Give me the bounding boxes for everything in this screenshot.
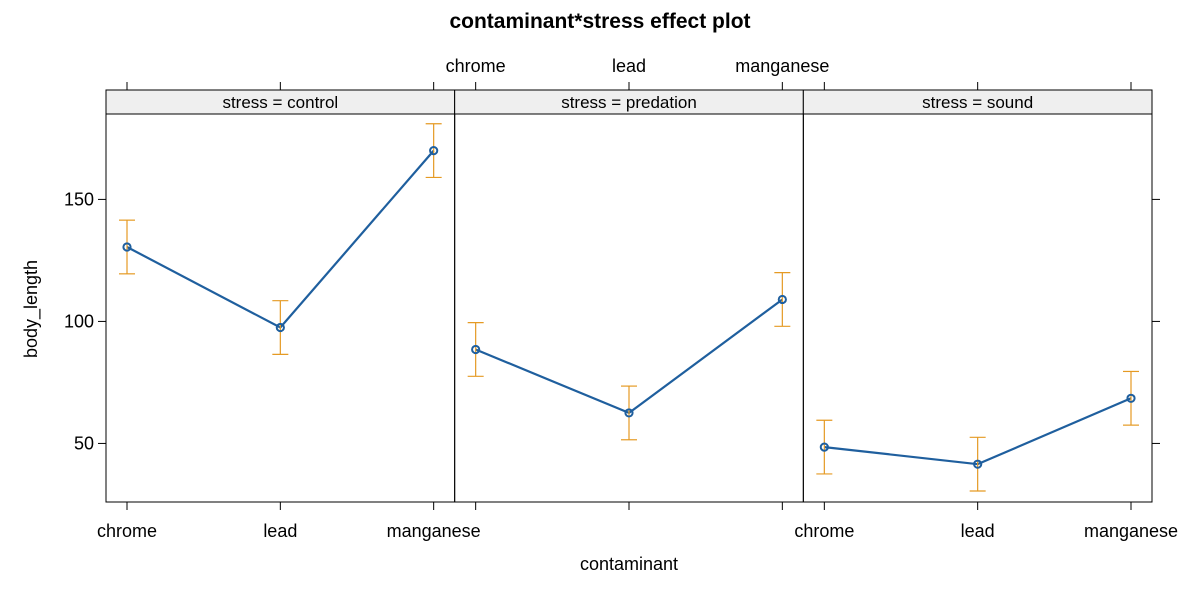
data-point	[122, 242, 132, 252]
x-tick-label: manganese	[1084, 521, 1178, 541]
data-point	[819, 442, 829, 452]
x-tick-label-top: manganese	[735, 56, 829, 76]
data-point	[429, 146, 439, 156]
data-point	[275, 322, 285, 333]
panel-strip	[802, 89, 1153, 115]
chart-title: contaminant*stress effect plot	[449, 10, 750, 33]
x-tick-label: manganese	[387, 521, 481, 541]
y-tick-label: 150	[64, 189, 94, 209]
panel-frame	[454, 113, 804, 503]
data-point	[1126, 393, 1136, 403]
x-tick-label-top: lead	[612, 56, 646, 76]
y-tick-label: 100	[64, 311, 94, 331]
x-axis-title: contaminant	[580, 554, 678, 574]
y-tick-label: 50	[74, 433, 94, 453]
panel-strip-label: stress = control	[222, 93, 338, 112]
y-axis-title: body_length	[21, 260, 42, 358]
x-tick-label: chrome	[97, 521, 157, 541]
panel-strip-label: stress = predation	[561, 93, 697, 112]
data-point	[777, 294, 787, 305]
x-tick-label-top: chrome	[446, 56, 506, 76]
x-tick-label: lead	[263, 521, 297, 541]
panel-strip	[454, 89, 804, 115]
panel-strip	[105, 89, 456, 115]
plot-area: stress = control chrome lead manganese stres…	[64, 56, 1178, 541]
x-tick-label: chrome	[794, 521, 854, 541]
data-point	[471, 344, 481, 355]
x-tick-label: lead	[961, 521, 995, 541]
data-point	[624, 408, 634, 418]
data-point	[973, 459, 983, 469]
panel-strip-label: stress = sound	[922, 93, 1033, 112]
